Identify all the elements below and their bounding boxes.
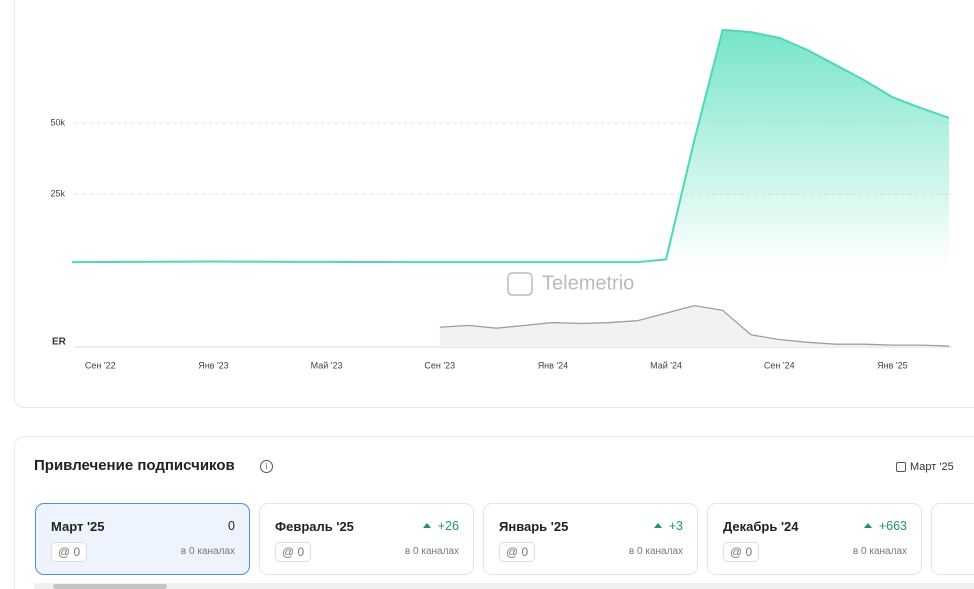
x-tick-label: Сен '24 (764, 360, 795, 370)
x-tick-label: Май '23 (311, 360, 343, 370)
area-fill (439, 305, 949, 347)
change-value: +663 (863, 519, 907, 533)
month-card-partial[interactable] (931, 503, 974, 575)
month-label: Март '25 (51, 519, 105, 534)
month-card[interactable]: Февраль '25 +26 @ 0 в 0 каналах (259, 503, 474, 575)
x-tick-label: Янв '23 (198, 360, 228, 370)
y-tick-label: 25k (50, 188, 65, 198)
mentions: @ 0 (723, 542, 760, 562)
watermark: Telemetrio (542, 272, 634, 294)
scrollbar-thumb[interactable] (53, 584, 167, 589)
mentions: @ 0 (51, 542, 88, 562)
month-label: Февраль '25 (275, 519, 354, 534)
y-tick-label: 50k (50, 117, 65, 127)
x-tick-label: Сен '22 (85, 360, 116, 370)
change-value: +3 (653, 519, 683, 533)
series-line (71, 28, 950, 264)
month-label: Декабрь '24 (723, 519, 799, 534)
chart: Telemetrio ER 25k 50k Сен '22 Янв '23 Май '2… (50, 28, 952, 370)
month-card[interactable]: Март '25 0 @ 0 в 0 каналах (35, 503, 250, 575)
change-value: 0 (228, 519, 235, 533)
scrollbar-track (34, 583, 974, 589)
period[interactable]: Март '25 (910, 461, 954, 473)
channels: в 0 каналах (180, 546, 235, 557)
month-card[interactable]: Январь '25 +3 @ 0 в 0 каналах (483, 503, 698, 575)
month-label: Январь '25 (499, 519, 569, 534)
x-tick-label: Янв '25 (877, 360, 907, 370)
mentions: @ 0 (499, 542, 536, 562)
channels: в 0 каналах (628, 546, 683, 557)
up-arrow (863, 523, 872, 528)
area-fill (72, 29, 949, 266)
channels: в 0 каналах (404, 546, 459, 557)
info-icon[interactable]: i (260, 460, 273, 473)
calendar-icon (896, 462, 906, 472)
er-label: ER (52, 337, 67, 348)
x-tick-label: Янв '24 (538, 360, 568, 370)
watermark-logo (507, 272, 533, 296)
x-tick-label: Май '24 (650, 360, 682, 370)
x-tick-label: Сен '23 (424, 360, 455, 370)
month-card[interactable]: Декабрь '24 +663 @ 0 в 0 каналах (707, 503, 922, 575)
change-value: +26 (422, 519, 459, 533)
channels: в 0 каналах (852, 546, 907, 557)
up-arrow (422, 523, 431, 528)
section-title: Привлечение подписчиков (34, 457, 235, 474)
up-arrow (653, 523, 662, 528)
series-line (439, 304, 950, 347)
mentions: @ 0 (275, 542, 312, 562)
